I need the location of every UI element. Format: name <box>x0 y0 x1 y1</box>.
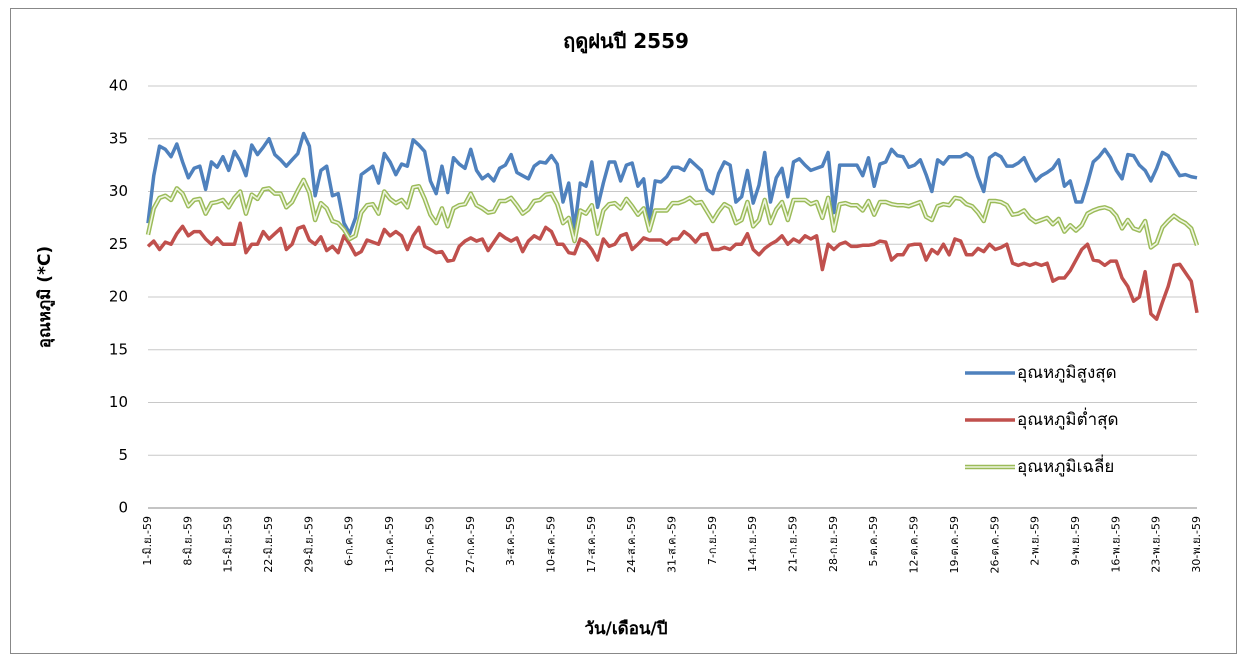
x-tick-label: 5-ต.ค.-59 <box>867 516 880 566</box>
x-tick-label: 19-ต.ค.-59 <box>948 516 961 573</box>
x-tick-label: 13-ก.ค.-59 <box>383 516 396 573</box>
x-tick-label: 23-พ.ย.-59 <box>1150 516 1163 573</box>
x-tick-label: 2-พ.ย.-59 <box>1029 516 1042 566</box>
y-tick-label: 40 <box>109 77 128 95</box>
x-tick-label: 6-ก.ค.-59 <box>343 516 356 566</box>
x-tick-label: 9-พ.ย.-59 <box>1069 516 1082 566</box>
x-tick-label: 27-ก.ค.-59 <box>464 516 477 573</box>
x-tick-label: 12-ต.ค.-59 <box>908 516 921 573</box>
y-tick-label: 10 <box>109 393 128 411</box>
x-tick-label: 29-มิ.ย.-59 <box>302 516 315 573</box>
x-tick-label: 21-ก.ย.-59 <box>787 516 800 572</box>
x-tick-label: 14-ก.ย.-59 <box>746 516 759 572</box>
x-tick-label: 22-มิ.ย.-59 <box>262 516 275 573</box>
legend-label: อุณหภูมิสูงสุด <box>1017 363 1117 383</box>
x-tick-label: 1-มิ.ย.-59 <box>141 516 154 566</box>
y-axis-title: อุณหภูมิ (*C) <box>35 246 56 348</box>
x-tick-label: 28-ก.ย.-59 <box>827 516 840 572</box>
x-axis-title: วัน/เดือน/ปี <box>584 618 667 639</box>
y-tick-label: 15 <box>109 340 128 358</box>
x-tick-label: 15-มิ.ย.-59 <box>222 516 235 573</box>
x-tick-label: 3-ส.ค.-59 <box>504 516 517 566</box>
y-tick-label: 20 <box>109 288 128 306</box>
y-tick-label: 0 <box>118 499 128 517</box>
y-tick-label: 35 <box>109 129 128 147</box>
legend-label: อุณหภูมิต่ำสุด <box>1017 407 1119 430</box>
x-tick-label: 30-พ.ย.-59 <box>1190 516 1203 573</box>
x-tick-label: 10-ส.ค.-59 <box>544 516 557 573</box>
chart-title: ฤดูฝนปี 2559 <box>563 29 689 55</box>
series-line-inner <box>147 179 1198 249</box>
y-tick-label: 25 <box>109 235 128 253</box>
x-tick-label: 26-ต.ค.-59 <box>988 516 1001 573</box>
series-line <box>146 131 1198 236</box>
y-tick-label: 30 <box>109 182 128 200</box>
x-tick-label: 16-พ.ย.-59 <box>1109 516 1122 573</box>
x-tick-label: 7-ก.ย.-59 <box>706 516 719 565</box>
x-tick-label: 17-ส.ค.-59 <box>585 516 598 573</box>
y-tick-label: 5 <box>118 446 128 464</box>
series-line <box>146 221 1199 321</box>
x-tick-label: 31-ส.ค.-59 <box>666 516 679 573</box>
legend-label: อุณหภูมิเฉลี่ย <box>1017 454 1114 477</box>
x-tick-label: 24-ส.ค.-59 <box>625 516 638 573</box>
chart-border <box>10 8 1237 654</box>
x-tick-label: 8-มิ.ย.-59 <box>181 516 194 566</box>
x-tick-label: 20-ก.ค.-59 <box>423 516 436 573</box>
